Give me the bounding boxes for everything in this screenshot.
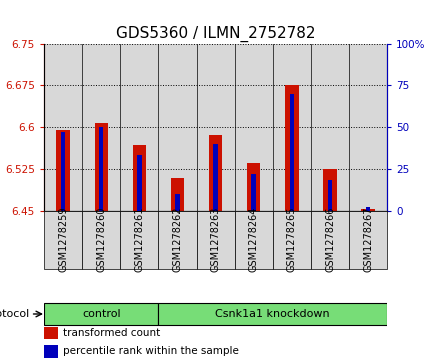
Bar [273, 44, 311, 211]
Bar [349, 44, 387, 211]
Bar [175, 194, 180, 211]
Bar [197, 44, 235, 211]
Bar [44, 327, 58, 339]
Bar [366, 207, 370, 211]
Bar [290, 94, 294, 211]
Bar [311, 211, 349, 269]
Title: GDS5360 / ILMN_2752782: GDS5360 / ILMN_2752782 [116, 26, 315, 42]
Bar [158, 211, 197, 269]
Bar [209, 135, 222, 211]
Bar [273, 211, 311, 269]
Bar [56, 130, 70, 211]
Text: transformed count: transformed count [63, 328, 160, 338]
Bar [361, 209, 375, 211]
Bar [158, 303, 387, 325]
Text: GSM1278259: GSM1278259 [58, 207, 68, 272]
Bar [120, 44, 158, 211]
Text: GSM1278264: GSM1278264 [249, 207, 259, 272]
Text: GSM1278265: GSM1278265 [287, 207, 297, 272]
Bar [137, 155, 142, 211]
Bar [44, 345, 58, 358]
Text: protocol: protocol [0, 309, 29, 319]
Bar [82, 211, 120, 269]
Bar [247, 163, 260, 211]
Bar [213, 144, 218, 211]
Bar [328, 180, 332, 211]
Bar [44, 44, 82, 211]
Text: GSM1278267: GSM1278267 [363, 207, 373, 272]
Text: GSM1278260: GSM1278260 [96, 207, 106, 272]
Bar [349, 211, 387, 269]
Text: percentile rank within the sample: percentile rank within the sample [63, 346, 239, 356]
Text: GSM1278266: GSM1278266 [325, 207, 335, 272]
Text: GSM1278261: GSM1278261 [134, 207, 144, 272]
Text: control: control [82, 309, 121, 319]
Bar [235, 211, 273, 269]
Bar [323, 169, 337, 211]
Bar [120, 211, 158, 269]
Text: GSM1278262: GSM1278262 [172, 207, 183, 272]
Bar [158, 44, 197, 211]
Bar [251, 174, 256, 211]
Bar [133, 145, 146, 211]
Bar [197, 211, 235, 269]
Bar [99, 127, 103, 211]
Text: Csnk1a1 knockdown: Csnk1a1 knockdown [216, 309, 330, 319]
Bar [311, 44, 349, 211]
Bar [95, 123, 108, 211]
Bar [171, 178, 184, 211]
Bar [82, 44, 120, 211]
Bar [61, 132, 66, 211]
Bar [285, 85, 298, 211]
Bar [44, 303, 158, 325]
Text: GSM1278263: GSM1278263 [211, 207, 220, 272]
Bar [44, 211, 82, 269]
Bar [235, 44, 273, 211]
